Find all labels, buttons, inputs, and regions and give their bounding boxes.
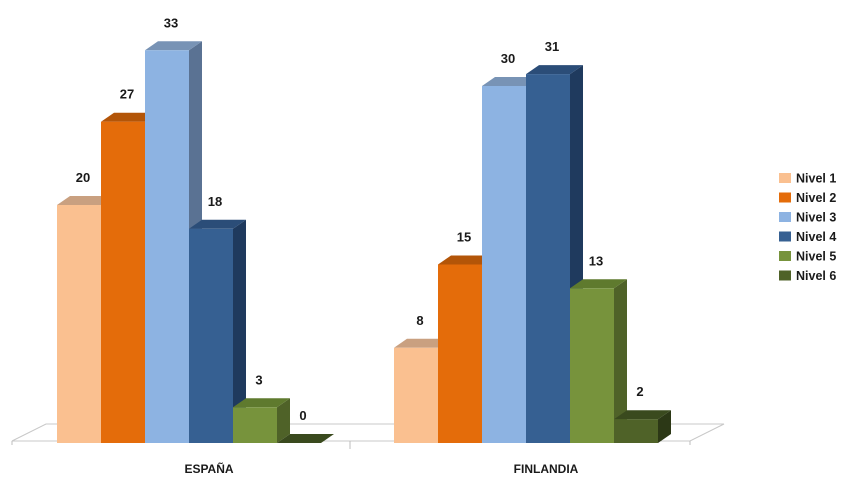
category-label: ESPAÑA <box>184 461 233 476</box>
legend-swatch <box>779 231 791 242</box>
bar-side-face <box>233 219 246 443</box>
data-label: 0 <box>299 408 306 423</box>
legend-item-nivel-3: Nivel 3 <box>779 211 836 225</box>
category-label: FINLANDIA <box>514 462 579 476</box>
bar-top-face <box>189 219 246 229</box>
bar-front-face <box>614 419 658 443</box>
bar-espana-nivel-4 <box>189 219 246 443</box>
data-label: 2 <box>636 384 643 399</box>
legend: Nivel 1 Nivel 2 Nivel 3 Nivel 4 Nivel 5 Nivel… <box>779 172 836 283</box>
bar-top-face <box>277 434 334 443</box>
data-label: 27 <box>120 87 134 102</box>
bar-front-face <box>101 121 145 443</box>
bar-finlandia-nivel-5 <box>570 279 627 443</box>
bar-espana-nivel-6 <box>277 434 334 443</box>
data-label: 20 <box>76 170 90 185</box>
bar-side-face <box>277 398 290 443</box>
data-label: 8 <box>416 313 423 328</box>
bar-top-face <box>101 112 158 122</box>
data-label: 30 <box>501 51 515 66</box>
data-label: 15 <box>457 230 471 245</box>
bar-front-face <box>57 205 101 443</box>
bar-top-face <box>570 279 627 289</box>
bar-top-face <box>57 196 114 205</box>
legend-swatch <box>779 212 791 222</box>
legend-label: Nivel 1 <box>796 172 836 186</box>
bar-front-face <box>233 407 277 443</box>
bar-front-face <box>189 228 233 443</box>
bar-espana-nivel-5 <box>233 398 290 443</box>
legend-swatch <box>779 192 791 203</box>
bar-top-face <box>394 338 451 348</box>
legend-item-nivel-6: Nivel 6 <box>779 269 836 283</box>
legend-label: Nivel 6 <box>796 269 836 283</box>
legend-label: Nivel 2 <box>796 191 836 205</box>
bar-top-face <box>526 65 583 75</box>
data-label: 3 <box>255 372 262 387</box>
bar-finlandia-nivel-6 <box>614 410 671 443</box>
data-label: 13 <box>589 253 603 268</box>
legend-swatch <box>779 173 791 183</box>
legend-swatch <box>779 251 791 261</box>
legend-swatch <box>779 270 791 281</box>
legend-item-nivel-5: Nivel 5 <box>779 250 836 264</box>
bar-front-face <box>482 86 526 443</box>
bar-top-face <box>482 77 539 86</box>
bar-top-face <box>145 41 202 51</box>
data-label: 31 <box>545 39 559 54</box>
bar-front-face <box>570 288 614 443</box>
legend-label: Nivel 5 <box>796 250 836 264</box>
legend-item-nivel-1: Nivel 1 <box>779 172 836 186</box>
bar-front-face <box>526 74 570 443</box>
bar-front-face <box>145 50 189 444</box>
bar-side-face <box>658 410 671 443</box>
bar-front-face <box>438 264 482 443</box>
data-label: 33 <box>164 15 178 30</box>
bar-top-face <box>233 398 290 408</box>
legend-label: Nivel 4 <box>796 230 836 244</box>
bar-side-face <box>614 279 627 443</box>
bar-front-face <box>394 347 438 443</box>
bar-top-face <box>614 410 671 420</box>
legend-label: Nivel 3 <box>796 211 836 225</box>
legend-item-nivel-4: Nivel 4 <box>779 230 836 244</box>
x-axis: ESPAÑA FINLANDIA <box>184 461 578 476</box>
data-label: 18 <box>208 194 222 209</box>
bar-top-face <box>438 255 495 265</box>
legend-item-nivel-2: Nivel 2 <box>779 191 836 205</box>
bars-group <box>57 41 671 444</box>
